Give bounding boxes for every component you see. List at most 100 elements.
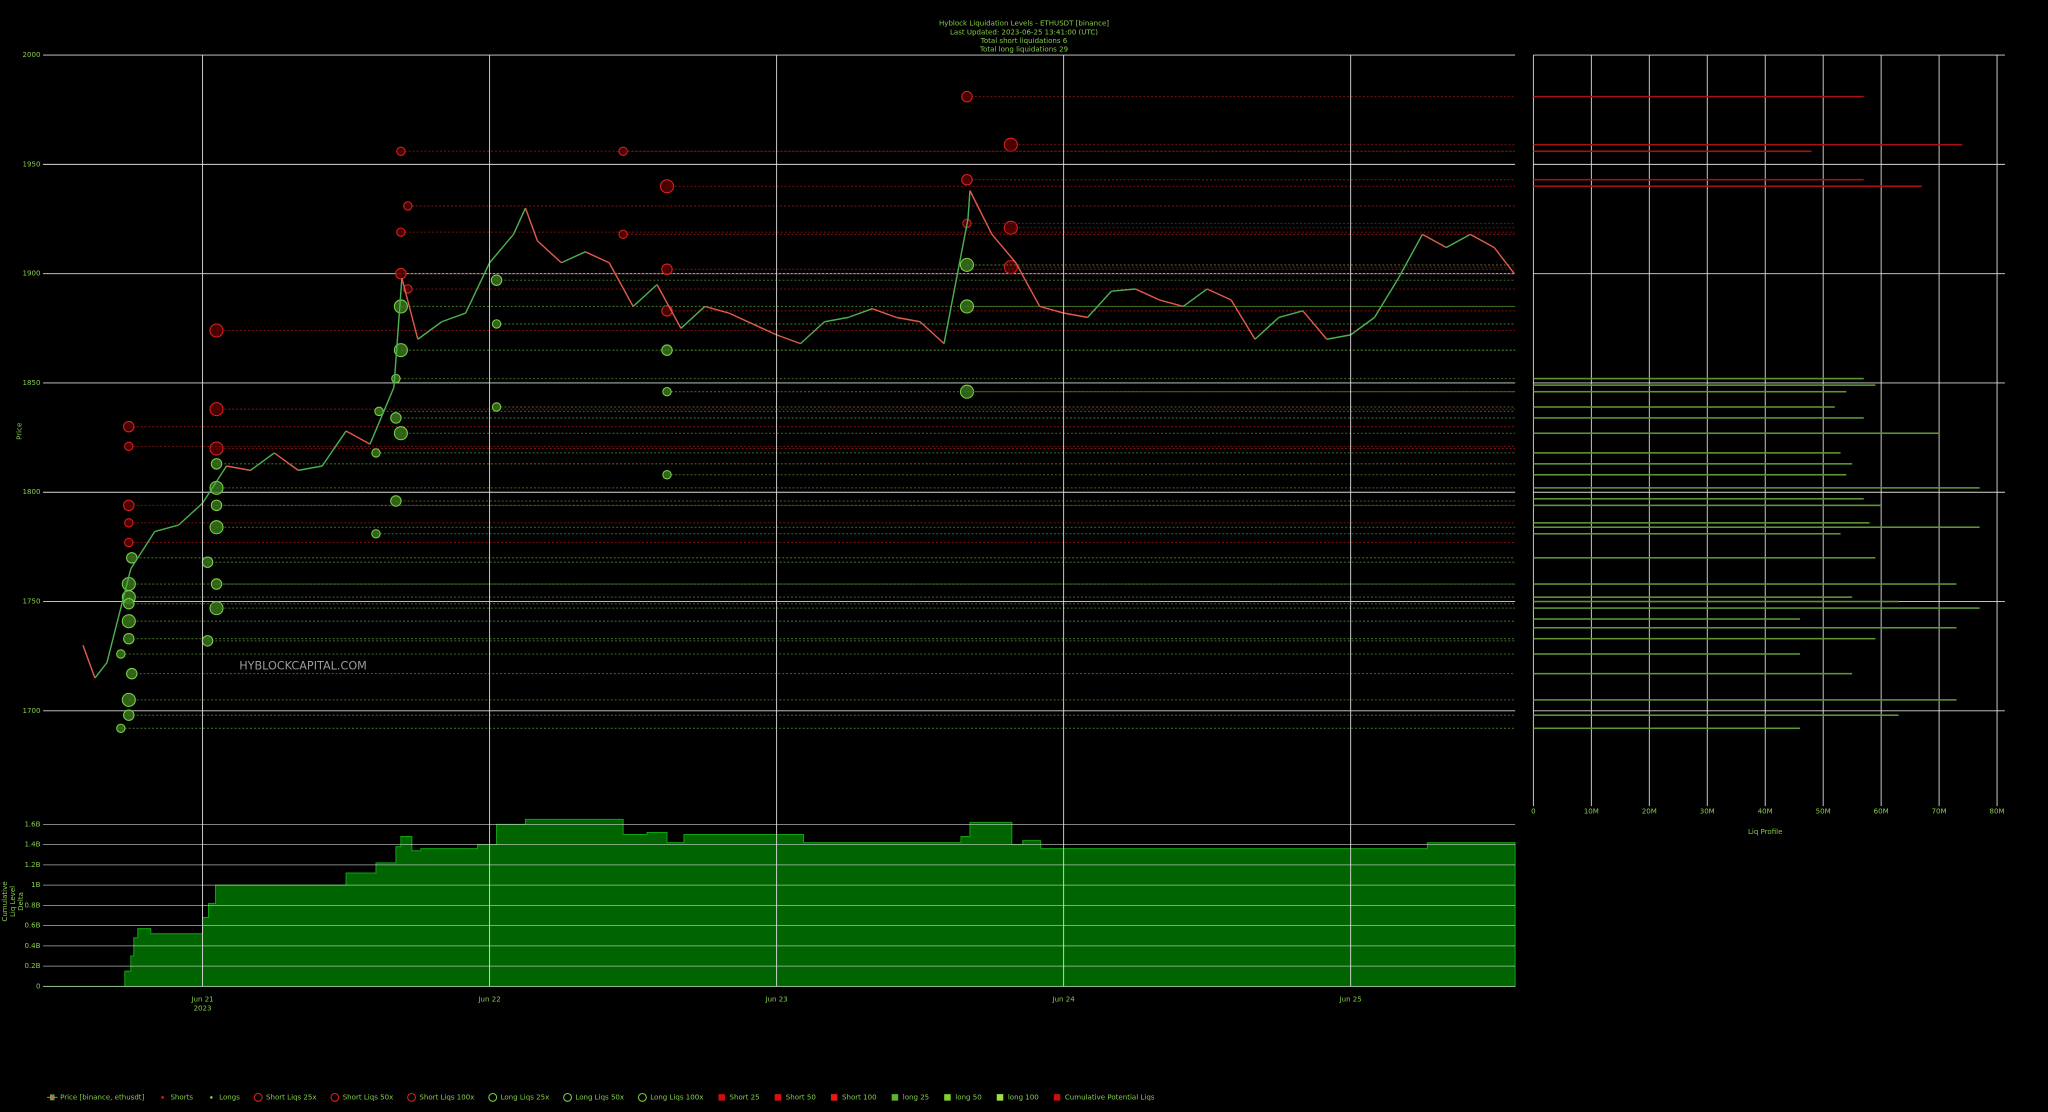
- price-segment: [465, 262, 491, 314]
- legend-symbol: [1053, 1094, 1061, 1101]
- liquidation-marker: [124, 441, 134, 452]
- liquidation-marker: [116, 649, 126, 659]
- price-segment: [561, 251, 586, 264]
- y-tick-label: 0.4B: [24, 941, 40, 950]
- profile-bar: [1533, 557, 1876, 559]
- y-tick-label: 1.2B: [24, 860, 40, 869]
- liquidation-marker: [123, 597, 135, 610]
- profile-bar: [1533, 432, 1940, 435]
- liquidation-marker: [403, 201, 413, 211]
- liquidation-marker: [121, 692, 136, 707]
- price-segment: [1326, 334, 1351, 340]
- liquidation-marker: [209, 323, 224, 338]
- profile-bar: [1533, 178, 1864, 181]
- liquidation-marker: [618, 146, 628, 156]
- profile-bar: [1533, 626, 1957, 629]
- price-segment: [919, 321, 945, 345]
- liquidation-marker: [491, 402, 502, 412]
- liquidation-marker: [209, 520, 224, 535]
- price-segment: [130, 531, 156, 570]
- liquidation-marker: [390, 412, 402, 424]
- price-segment: [369, 387, 395, 445]
- price-segment: [848, 307, 873, 319]
- legend-label: Short Liqs 50x: [343, 1092, 394, 1101]
- profile-bar: [1533, 699, 1957, 701]
- price-segment: [1302, 310, 1328, 340]
- liquidation-marker: [393, 426, 408, 441]
- price-segment: [728, 312, 753, 325]
- liquidation-marker: [661, 344, 673, 356]
- liquidation-marker: [123, 420, 135, 433]
- x-tick-label: Jun 24: [1052, 994, 1076, 1003]
- profile-bar: [1533, 390, 1847, 393]
- y-tick-label: 1850: [23, 378, 41, 387]
- price-segment: [321, 430, 347, 467]
- cumulative-area: [43, 818, 1516, 987]
- price-segment: [82, 644, 96, 679]
- profile-bar: [1533, 596, 1853, 598]
- profile-bar: [1533, 473, 1847, 476]
- price-segment: [1206, 288, 1232, 301]
- legend-symbol: [774, 1094, 782, 1101]
- profile-bar: [1533, 452, 1841, 454]
- liquidation-marker: [371, 448, 381, 458]
- legend-symbol: [996, 1094, 1004, 1101]
- liquidation-marker: [396, 227, 406, 237]
- price-segment: [969, 190, 993, 235]
- price-segment: [991, 233, 1017, 264]
- legend-label: Cumulative Potential Liqs: [1065, 1092, 1155, 1101]
- y-tick-label: 1900: [23, 269, 41, 278]
- liquidation-marker: [371, 529, 381, 539]
- x-axis-label: Liq Profile: [1748, 827, 1783, 836]
- x-tick-label: 40M: [1758, 806, 1773, 815]
- watermark: HYBLOCKCAPITAL.COM: [239, 659, 367, 672]
- x-tick-label: Jun 23: [765, 994, 788, 1003]
- price-segment: [1397, 233, 1424, 279]
- profile-bar: [1533, 377, 1864, 380]
- y-tick-label: 1950: [23, 159, 41, 168]
- price-segment: [776, 334, 801, 345]
- price-segment: [345, 430, 371, 445]
- price-segment: [417, 321, 443, 340]
- liquidation-marker: [210, 578, 223, 590]
- legend-symbol: [718, 1094, 725, 1101]
- price-segment: [249, 452, 275, 471]
- liquidation-marker: [659, 179, 675, 194]
- x-tick-label: Jun 25: [1339, 994, 1362, 1003]
- y-tick-label: 1700: [23, 706, 41, 715]
- liquidation-marker: [393, 299, 408, 314]
- chart-title: Last Updated: 2023-06-25 13:41:00 (UTC): [950, 27, 1098, 36]
- price-segment: [632, 284, 658, 307]
- price-segment: [800, 321, 825, 345]
- x-tick-label: 60M: [1874, 806, 1889, 815]
- liquidation-marker: [1003, 220, 1018, 235]
- x-tick-label: 10M: [1584, 806, 1599, 815]
- liquidation-marker: [662, 386, 672, 397]
- profile-bar: [1533, 714, 1899, 716]
- price-segment: [752, 323, 777, 336]
- price-segment: [1159, 299, 1184, 308]
- liquidation-marker: [961, 173, 973, 186]
- profile-bar: [1533, 600, 1899, 603]
- y-axis-label: Cumulative: [0, 881, 9, 921]
- profile-bar: [1533, 532, 1841, 535]
- liquidation-marker: [393, 343, 408, 358]
- liquidation-marker: [210, 499, 223, 512]
- profile-bar: [1533, 143, 1963, 146]
- liquidation-marker: [661, 263, 673, 276]
- price-segment: [704, 305, 729, 314]
- y-axis-label: Liq Level: [8, 886, 17, 917]
- price-segment: [1039, 305, 1064, 314]
- legend-symbol: [253, 1092, 263, 1102]
- price-segment: [1278, 310, 1304, 319]
- y-axis-label: Delta: [16, 892, 25, 911]
- price-segment: [1015, 262, 1041, 307]
- liquidation-marker: [209, 601, 224, 616]
- liquidation-marker: [961, 90, 973, 103]
- liquidation-marker: [491, 319, 502, 329]
- x-tick-label: 30M: [1700, 806, 1715, 815]
- liquidation-marker: [1003, 260, 1018, 275]
- price-segment: [273, 452, 299, 471]
- profile-bar: [1533, 583, 1957, 585]
- price-segment: [943, 218, 969, 344]
